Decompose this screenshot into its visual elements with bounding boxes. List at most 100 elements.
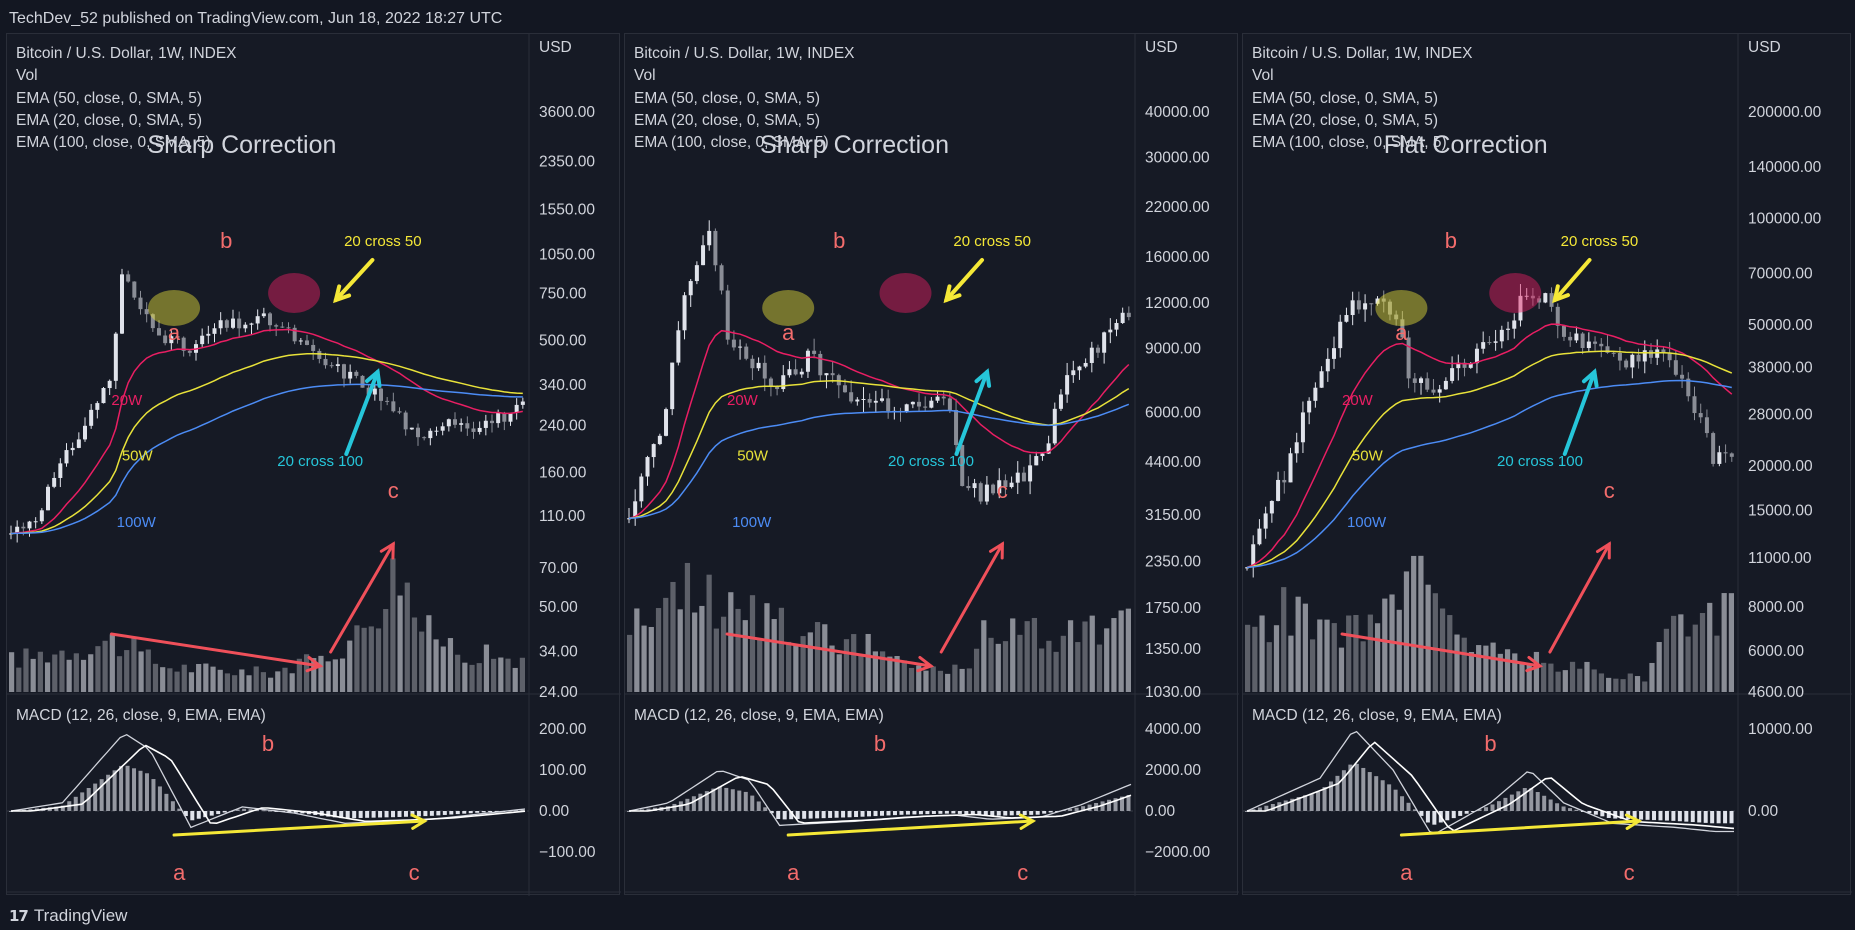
indicator-legend[interactable]: Bitcoin / U.S. Dollar, 1W, INDEX Vol EMA (… [1252, 43, 1473, 154]
legend-row[interactable]: Bitcoin / U.S. Dollar, 1W, INDEX [1252, 45, 1473, 62]
indicator-legend[interactable]: Bitcoin / U.S. Dollar, 1W, INDEX Vol EMA (… [16, 43, 237, 154]
candle [688, 281, 693, 296]
macd-line [628, 770, 1132, 827]
candle [1307, 400, 1312, 413]
macd-wave-label-b: b [1484, 731, 1496, 756]
macd-histogram-bar [1606, 811, 1611, 818]
legend-row[interactable]: EMA (20, close, 0, SMA, 5) [16, 111, 203, 129]
legend-row[interactable]: Vol [634, 67, 656, 85]
macd-histogram-bar [429, 811, 434, 816]
candle [1263, 513, 1268, 529]
footer-brand[interactable]: 17 TradingView [9, 906, 127, 926]
volume-bar [433, 639, 439, 692]
volume-bar [952, 664, 958, 692]
candle [676, 330, 681, 363]
macd-legend[interactable]: MACD (12, 26, close, 9, EMA, EMA) [1252, 707, 1502, 724]
legend-row[interactable]: EMA (50, close, 0, SMA, 5) [1252, 89, 1439, 107]
chart-canvas[interactable]: USD 200000.00 140000.00 100000.00 70000.00 50… [1243, 34, 1852, 896]
macd-histogram-bar [1393, 789, 1398, 811]
legend-row[interactable]: EMA (20, close, 0, SMA, 5) [1252, 111, 1439, 129]
candle [286, 327, 291, 329]
candle [187, 350, 192, 353]
candle [459, 423, 464, 425]
macd-histogram-bar [1658, 811, 1663, 821]
volume-bar [908, 667, 915, 692]
volume-bar [916, 665, 922, 692]
volume-bar [822, 624, 828, 692]
legend-row[interactable]: Vol [16, 67, 38, 85]
volume-bar [641, 625, 647, 692]
candle [972, 483, 977, 489]
candle [391, 401, 396, 412]
macd-histogram-bar [255, 809, 260, 811]
chart-canvas[interactable]: USD 3600.00 2350.00 1550.00 1050.00 750.00 500… [7, 34, 621, 896]
legend-row[interactable]: Vol [1252, 67, 1274, 85]
volume-bar [684, 562, 691, 692]
candle [805, 350, 810, 372]
indicator-legend[interactable]: Bitcoin / U.S. Dollar, 1W, INDEX Vol EMA (… [634, 43, 855, 154]
legend-row[interactable]: EMA (100, close, 0, SMA, 5) [1252, 134, 1447, 152]
chart-canvas[interactable]: USD 40000.00 30000.00 22000.00 16000.00 12000… [625, 34, 1239, 896]
macd-histogram-bar [938, 811, 943, 814]
macd-wave-label-c: c [1624, 860, 1635, 885]
volume-bar [1425, 584, 1431, 692]
volume-bar [224, 673, 231, 692]
candle [1089, 347, 1094, 363]
volume-bar [73, 653, 79, 692]
price-tick-label: 9000.00 [1145, 340, 1201, 357]
volume-bar [59, 650, 65, 692]
price-tick-label: 70000.00 [1748, 265, 1813, 282]
candle [1294, 442, 1299, 454]
macd-legend[interactable]: MACD (12, 26, close, 9, EMA, EMA) [16, 707, 266, 724]
volume-bar [1418, 555, 1424, 692]
candle [440, 426, 445, 431]
volume-bar [1699, 613, 1706, 692]
legend-row[interactable]: Bitcoin / U.S. Dollar, 1W, INDEX [16, 45, 237, 62]
macd-histogram-bar [1380, 780, 1385, 811]
candle [15, 526, 20, 534]
macd-histogram-bar [1697, 811, 1702, 823]
legend-row[interactable]: Bitcoin / U.S. Dollar, 1W, INDEX [634, 45, 855, 62]
volume-bar [361, 627, 367, 692]
candle [163, 335, 168, 344]
macd-histogram-bar [808, 811, 813, 819]
chart-panel-right[interactable]: USD 200000.00 140000.00 100000.00 70000.00 50… [1242, 33, 1852, 896]
legend-row[interactable]: EMA (50, close, 0, SMA, 5) [16, 89, 203, 107]
volume-bar [648, 626, 654, 692]
candle [335, 364, 340, 366]
volume-bar [1309, 639, 1316, 692]
macd-histogram-bar [1270, 804, 1275, 811]
candle [348, 371, 353, 379]
macd-histogram-bar [216, 811, 221, 815]
volume-bar [1096, 644, 1103, 692]
candle [762, 362, 767, 379]
legend-row[interactable]: EMA (100, close, 0, SMA, 5) [16, 134, 211, 152]
volume-bar [203, 663, 209, 692]
legend-row[interactable]: EMA (20, close, 0, SMA, 5) [634, 111, 821, 129]
volume-bar [332, 659, 338, 692]
candle [58, 463, 63, 478]
legend-row[interactable]: EMA (50, close, 0, SMA, 5) [634, 89, 821, 107]
annotation-20-cross-100: 20 cross 100 [888, 453, 974, 470]
arrow-20-cross-100 [344, 368, 382, 456]
legend-row[interactable]: EMA (100, close, 0, SMA, 5) [634, 134, 829, 152]
macd-histogram-bar [1471, 811, 1476, 812]
macd-histogram-bar [860, 811, 865, 817]
candle [1474, 348, 1479, 364]
chart-panel-middle[interactable]: USD 40000.00 30000.00 22000.00 16000.00 12000… [624, 33, 1239, 896]
volume-bar [217, 669, 223, 692]
candle [1120, 312, 1125, 323]
price-tick-label: 240.00 [539, 417, 587, 434]
ema-20-line [628, 329, 1130, 520]
volume-bar [742, 620, 748, 692]
candle [787, 369, 792, 376]
candle [1028, 465, 1033, 482]
macd-legend[interactable]: MACD (12, 26, close, 9, EMA, EMA) [634, 707, 884, 724]
arrow-volume-spike [939, 541, 1004, 654]
wave-label-c: c [388, 478, 399, 503]
candle [639, 476, 644, 502]
chart-panel-left[interactable]: USD 3600.00 2350.00 1550.00 1050.00 750.00 500… [6, 33, 621, 896]
macd-histogram-bar [1690, 811, 1695, 823]
volume-bar [476, 663, 482, 692]
macd-histogram-bar [80, 792, 85, 811]
